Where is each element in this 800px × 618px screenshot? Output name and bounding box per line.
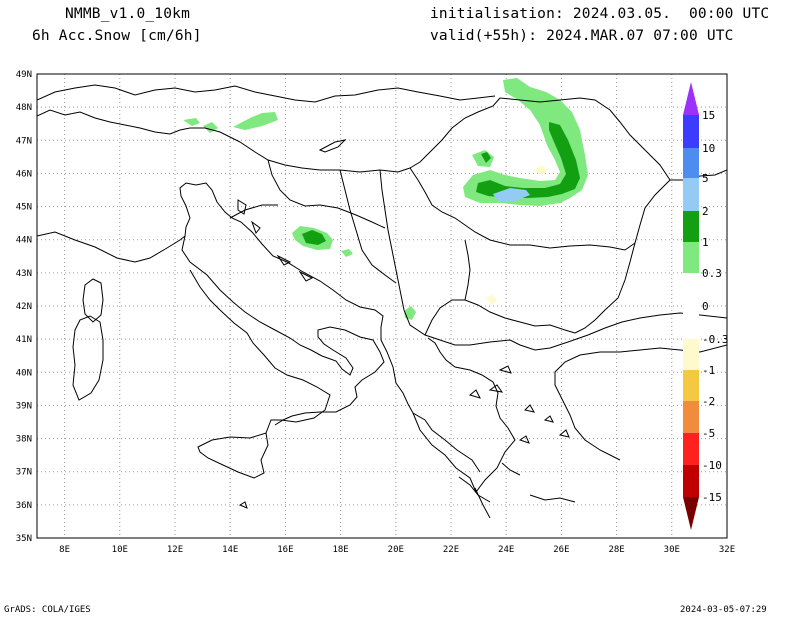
graticule bbox=[37, 74, 727, 538]
lat-tick-label: 36N bbox=[16, 501, 32, 511]
colorbar-label: 0 bbox=[702, 300, 709, 313]
lon-tick-label: 18E bbox=[332, 545, 348, 555]
snow-patch bbox=[341, 249, 353, 257]
colorbar-band bbox=[683, 242, 699, 273]
colorbar-band bbox=[683, 211, 699, 242]
lon-tick-label: 24E bbox=[498, 545, 514, 555]
colorbar-band bbox=[683, 148, 699, 178]
lat-tick-label: 39N bbox=[16, 401, 32, 411]
lat-tick-label: 47N bbox=[16, 136, 32, 146]
axis-labels: 8E 10E 12E 14E 16E 18E 20E 22E 24E 26E 28E 30E 32E 49… bbox=[16, 70, 735, 555]
lat-tick-label: 43N bbox=[16, 269, 32, 279]
colorbar-label: 2 bbox=[702, 205, 709, 218]
colorbar-label: -2 bbox=[702, 395, 715, 408]
lat-tick-label: 38N bbox=[16, 435, 32, 445]
lon-tick-label: 32E bbox=[719, 545, 735, 555]
map-plot: 8E 10E 12E 14E 16E 18E 20E 22E 24E 26E 28E 30E 32E 49… bbox=[16, 70, 735, 555]
snow-field bbox=[183, 78, 588, 320]
lat-tick-label: 44N bbox=[16, 236, 32, 246]
model-title: NMMB_v1.0_10km bbox=[65, 6, 191, 22]
lat-tick-label: 37N bbox=[16, 468, 32, 478]
colorbar-label: 0.3 bbox=[702, 267, 722, 280]
lon-tick-label: 12E bbox=[167, 545, 183, 555]
colorbar-label: -10 bbox=[702, 459, 722, 472]
snow-patch bbox=[463, 78, 588, 206]
colorbar-label: 5 bbox=[702, 172, 709, 185]
snow-patch bbox=[183, 118, 200, 126]
footer-right: 2024-03-05-07:29 bbox=[680, 605, 767, 615]
init-time: initialisation: 2024.03.05. 00:00 UTC bbox=[430, 6, 770, 22]
lat-tick-label: 41N bbox=[16, 335, 32, 345]
lon-tick-label: 14E bbox=[222, 545, 238, 555]
snow-patch bbox=[404, 306, 416, 320]
lon-tick-label: 16E bbox=[277, 545, 293, 555]
snow-patch bbox=[233, 112, 278, 130]
colorbar-label: -15 bbox=[702, 491, 722, 504]
colorbar-under-arrow bbox=[683, 497, 699, 530]
footer-left: GrADS: COLA/IGES bbox=[4, 605, 91, 615]
colorbar: 15 10 5 2 1 0.3 0 -0.3 -1 -2 -5 -10 -15 bbox=[683, 82, 729, 530]
colorbar-label: 10 bbox=[702, 142, 715, 155]
snow-patch bbox=[481, 152, 491, 163]
lon-tick-label: 8E bbox=[59, 545, 70, 555]
colorbar-band bbox=[683, 370, 699, 401]
snow-patch bbox=[472, 150, 494, 167]
lon-tick-label: 26E bbox=[553, 545, 569, 555]
lon-tick-label: 30E bbox=[664, 545, 680, 555]
snow-patch bbox=[534, 165, 548, 175]
colorbar-band bbox=[683, 401, 699, 433]
colorbar-band bbox=[683, 273, 699, 339]
snow-patch bbox=[302, 230, 326, 245]
lat-tick-label: 45N bbox=[16, 203, 32, 213]
lat-tick-label: 40N bbox=[16, 368, 32, 378]
colorbar-label: -5 bbox=[702, 427, 715, 440]
colorbar-band bbox=[683, 178, 699, 211]
lon-tick-label: 10E bbox=[112, 545, 128, 555]
lat-tick-label: 48N bbox=[16, 103, 32, 113]
snow-patch bbox=[493, 188, 530, 202]
colorbar-label: -1 bbox=[702, 364, 715, 377]
snow-patch bbox=[476, 122, 580, 198]
lat-tick-label: 46N bbox=[16, 169, 32, 179]
lon-tick-label: 20E bbox=[388, 545, 404, 555]
colorbar-band bbox=[683, 115, 699, 148]
lon-tick-label: 28E bbox=[608, 545, 624, 555]
colorbar-label: 1 bbox=[702, 236, 709, 249]
snow-patch bbox=[486, 295, 497, 305]
colorbar-band bbox=[683, 465, 699, 497]
valid-time: valid(+55h): 2024.MAR.07 07:00 UTC bbox=[430, 28, 734, 44]
lat-tick-label: 49N bbox=[16, 70, 32, 80]
lat-tick-label: 35N bbox=[16, 534, 32, 544]
map-frame bbox=[36, 73, 728, 539]
colorbar-band bbox=[683, 433, 699, 465]
colorbar-label: 15 bbox=[702, 109, 715, 122]
field-title: 6h Acc.Snow [cm/6h] bbox=[32, 28, 202, 44]
lat-tick-label: 42N bbox=[16, 302, 32, 312]
lon-tick-label: 22E bbox=[443, 545, 459, 555]
colorbar-over-arrow bbox=[683, 82, 699, 115]
colorbar-band bbox=[683, 339, 699, 370]
coastlines-borders bbox=[37, 84, 727, 519]
colorbar-label: -0.3 bbox=[702, 333, 729, 346]
